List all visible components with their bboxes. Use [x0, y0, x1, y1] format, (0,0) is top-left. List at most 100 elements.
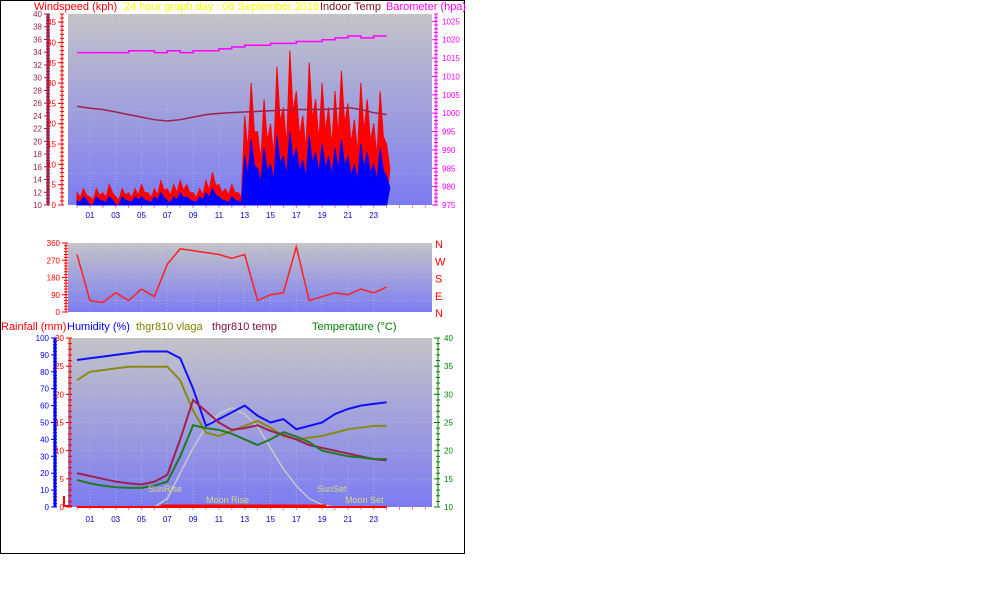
barometer-axis-tick-label: 975 [442, 201, 456, 210]
rainfall-axis-tick-label: 30 [55, 334, 64, 343]
rainfall-axis-label: Rainfall (mm) [1, 321, 66, 333]
windspeed-axis-tick-label: 15 [47, 140, 56, 149]
barometer-axis-tick-label: 1010 [442, 72, 460, 81]
compass-label: W [435, 256, 446, 268]
compass-label: E [435, 291, 442, 303]
temperature-axis-label: Temperature (°C) [312, 321, 396, 333]
barometer-axis-tick-label: 995 [442, 128, 456, 137]
indoor-temp-axis-tick-label: 16 [33, 163, 42, 172]
indoor-temp-series [76, 105, 387, 122]
indoor-temp-axis-tick-label: 26 [33, 99, 42, 108]
wind-average-series [76, 131, 391, 206]
indoor-temp-axis-tick-label: 12 [33, 188, 42, 197]
humidity-axis-tick-label: 30 [40, 452, 49, 461]
rainfall-axis-tick-label: 20 [55, 390, 64, 399]
x-tick-label: 05 [137, 211, 146, 220]
humidity-axis-label: Humidity (%) [67, 321, 130, 333]
x-tick-label: 07 [163, 211, 172, 220]
x-tick-label: 07 [163, 515, 172, 524]
barometer-axis-tick-label: 980 [442, 183, 456, 192]
x-tick-label: 15 [266, 211, 275, 220]
x-tick-label: 23 [369, 515, 378, 524]
direction-axis-tick-label: 0 [56, 308, 61, 317]
indoor-temp-axis-tick-label: 34 [33, 48, 42, 57]
compass-label: N [435, 308, 443, 320]
x-tick-label: 01 [85, 515, 94, 524]
indoor-temp-axis-tick-label: 28 [33, 86, 42, 95]
rainfall-axis-tick-label: 5 [60, 475, 65, 484]
thgr-temp-label: thgr810 temp [212, 321, 277, 333]
x-tick-label: 01 [85, 211, 94, 220]
x-tick-label: 05 [137, 515, 146, 524]
humidity-axis-tick-label: 10 [40, 486, 49, 495]
x-tick-label: 23 [369, 211, 378, 220]
humidity-axis-tick-label: 60 [40, 402, 49, 411]
windspeed-axis-tick-label: 25 [47, 99, 56, 108]
humidity-axis-tick-label: 90 [40, 351, 49, 360]
indoor-temp-axis-tick-label: 40 [33, 10, 42, 19]
x-tick-label: 21 [343, 211, 352, 220]
barometer-axis-tick-label: 985 [442, 164, 456, 173]
direction-axis-tick-label: 270 [47, 256, 61, 265]
barometer-series [77, 35, 387, 54]
x-tick-label: 11 [215, 515, 224, 524]
x-tick-label: 15 [266, 515, 275, 524]
x-tick-label: 13 [240, 211, 249, 220]
rainfall-axis-tick-label: 15 [55, 419, 64, 428]
windspeed-axis-label: Windspeed (kph) [34, 1, 117, 13]
thgr-temp-series [76, 398, 387, 486]
indoor-temp-axis-tick-label: 32 [33, 61, 42, 70]
x-tick-label: 03 [111, 515, 120, 524]
rainfall-axis-tick-label: 25 [55, 362, 64, 371]
compass-label: S [435, 274, 442, 286]
chart-title: 24 hour graph day : 06 September 2016 [124, 1, 319, 13]
windspeed-axis-tick-label: 10 [47, 160, 56, 169]
humidity-axis-tick-label: 100 [36, 334, 50, 343]
humidity-axis-tick-label: 20 [40, 469, 49, 478]
rain-marker [63, 496, 72, 507]
x-tick-label: 03 [111, 211, 120, 220]
x-tick-label: 11 [215, 211, 224, 220]
temperature-series [76, 424, 387, 489]
indoor-temp-axis-tick-label: 24 [33, 112, 42, 121]
x-tick-label: 09 [189, 515, 198, 524]
barometer-axis-tick-label: 1000 [442, 109, 460, 118]
rainfall-axis-tick-label: 10 [55, 447, 64, 456]
indoor-temp-label: Indoor Temp [320, 1, 381, 13]
windspeed-axis-tick-label: 20 [47, 120, 56, 129]
humidity-axis-tick-label: 70 [40, 385, 49, 394]
x-tick-label: 17 [292, 211, 301, 220]
temperature-axis-tick-label: 40 [444, 334, 453, 343]
temperature-axis-tick-label: 35 [444, 362, 453, 371]
windspeed-axis-tick-label: 35 [47, 59, 56, 68]
windspeed-axis-tick-label: 30 [47, 79, 56, 88]
moonrise-label: Moon Rise [206, 495, 249, 505]
humidity-axis-tick-label: 80 [40, 368, 49, 377]
windspeed-axis-tick-label: 0 [52, 201, 57, 210]
x-tick-label: 19 [318, 515, 327, 524]
indoor-temp-axis-tick-label: 14 [33, 176, 42, 185]
direction-axis-tick-label: 180 [47, 274, 61, 283]
barometer-axis-tick-label: 1005 [442, 91, 460, 100]
indoor-temp-axis-tick-label: 36 [33, 35, 42, 44]
barometer-axis-tick-label: 1020 [442, 36, 460, 45]
humidity-axis-tick-label: 0 [45, 503, 50, 512]
moonset-label: Moon Set [345, 495, 384, 505]
x-tick-label: 13 [240, 515, 249, 524]
barometer-axis-tick-label: 1015 [442, 54, 460, 63]
sunset-label: SunSet [317, 484, 347, 494]
windspeed-axis-tick-label: 45 [47, 18, 56, 27]
indoor-temp-axis-tick-label: 10 [33, 201, 42, 210]
rainfall-axis-tick-label: 0 [60, 503, 65, 512]
vlaga-label: thgr810 vlaga [136, 321, 204, 333]
compass-label: N [435, 239, 443, 251]
graph-frame [0, 0, 465, 554]
direction-axis-tick-label: 360 [47, 239, 61, 248]
barometer-axis-tick-label: 1025 [442, 17, 460, 26]
temperature-axis-tick-label: 20 [444, 447, 453, 456]
temperature-axis-tick-label: 30 [444, 390, 453, 399]
x-tick-label: 19 [318, 211, 327, 220]
temperature-axis-tick-label: 10 [444, 503, 453, 512]
wind-direction-series [76, 243, 387, 304]
